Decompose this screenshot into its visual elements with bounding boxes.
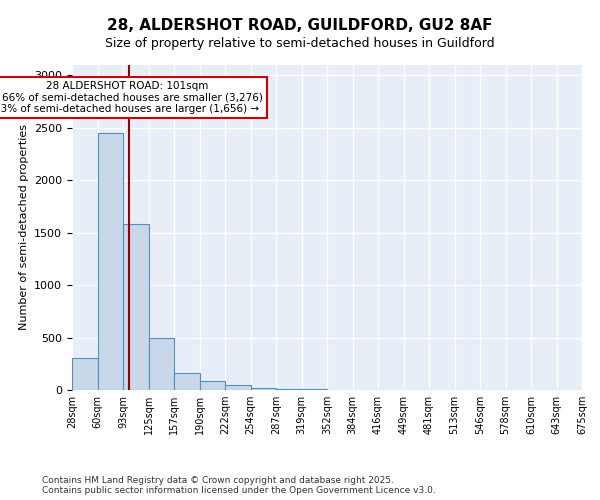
Bar: [123, 224, 149, 390]
Bar: [276, 389, 302, 390]
Text: 28, ALDERSHOT ROAD, GUILDFORD, GU2 8AF: 28, ALDERSHOT ROAD, GUILDFORD, GU2 8AF: [107, 18, 493, 32]
Bar: [174, 373, 199, 390]
Text: Size of property relative to semi-detached houses in Guildford: Size of property relative to semi-detach…: [105, 38, 495, 51]
Text: 28 ALDERSHOT ROAD: 101sqm
← 66% of semi-detached houses are smaller (3,276)
33% : 28 ALDERSHOT ROAD: 101sqm ← 66% of semi-…: [0, 80, 263, 114]
Bar: [97, 133, 123, 390]
Y-axis label: Number of semi-detached properties: Number of semi-detached properties: [19, 124, 29, 330]
Bar: [149, 338, 174, 390]
Bar: [72, 358, 97, 390]
Text: Contains HM Land Registry data © Crown copyright and database right 2025.
Contai: Contains HM Land Registry data © Crown c…: [42, 476, 436, 495]
Bar: [251, 388, 276, 390]
Bar: [199, 381, 225, 390]
Bar: [225, 385, 251, 390]
